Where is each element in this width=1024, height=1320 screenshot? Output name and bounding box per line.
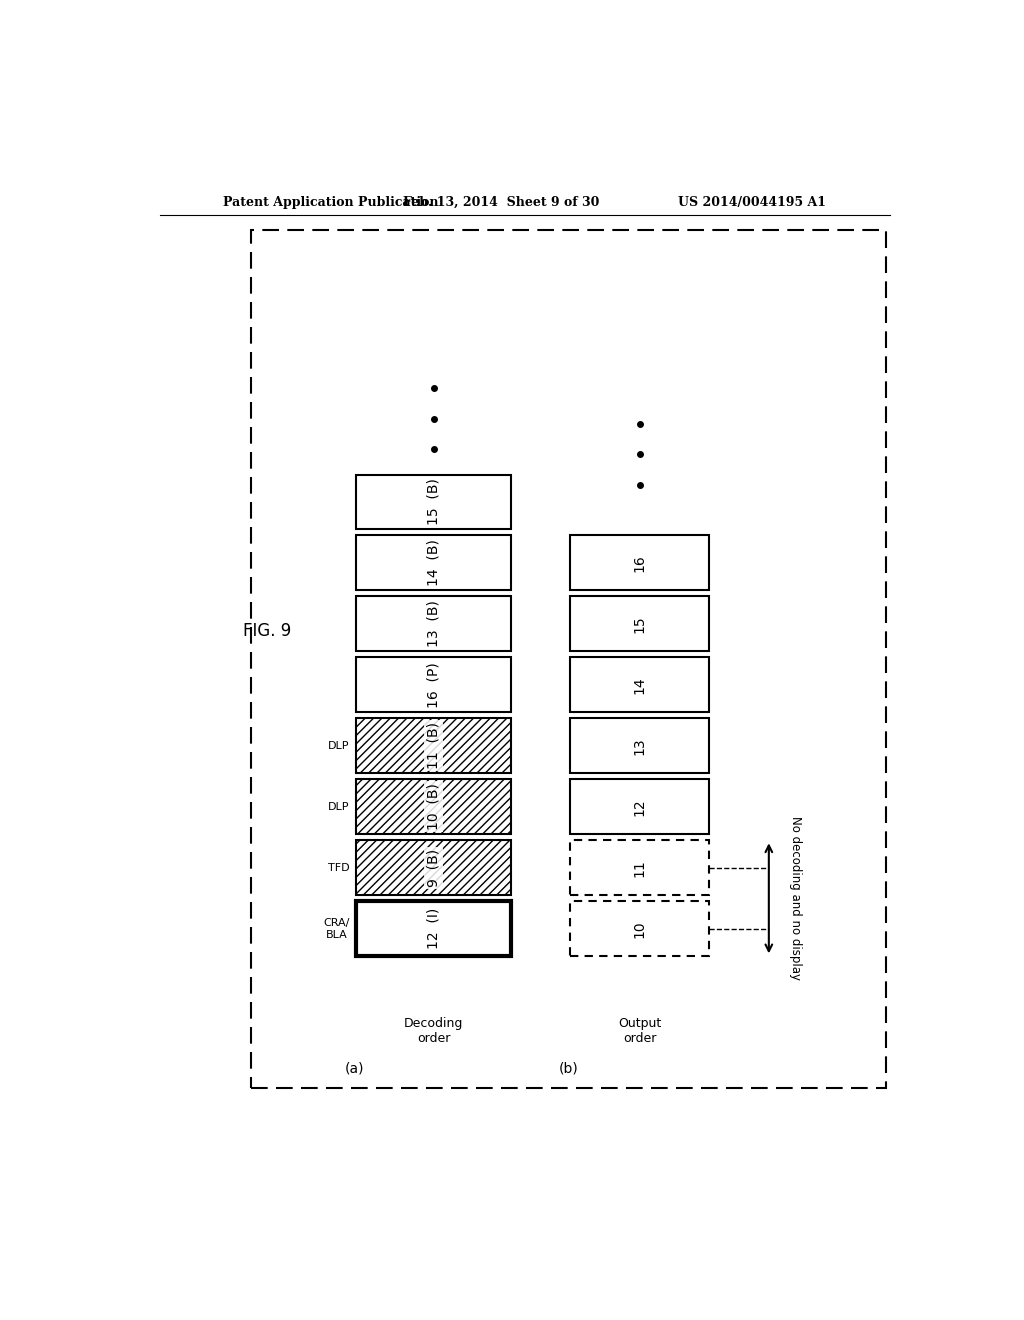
Text: 14: 14 [633, 676, 647, 694]
Text: No decoding and no display: No decoding and no display [788, 816, 802, 981]
Text: 13: 13 [633, 737, 647, 755]
Text: (b): (b) [558, 1061, 579, 1074]
Text: CRA/
BLA: CRA/ BLA [324, 917, 350, 940]
Bar [356, 779, 511, 834]
Bar [570, 657, 710, 713]
Text: 9  (B): 9 (B) [427, 849, 440, 887]
Text: 12: 12 [633, 799, 647, 816]
Bar [356, 474, 511, 529]
Text: DLP: DLP [329, 741, 350, 751]
Text: 14  (B): 14 (B) [427, 540, 440, 586]
Bar [570, 779, 710, 834]
Bar [356, 597, 511, 651]
Bar [251, 230, 886, 1089]
Bar [570, 718, 710, 774]
Bar [570, 841, 710, 895]
Text: 11: 11 [633, 859, 647, 876]
Text: DLP: DLP [329, 801, 350, 812]
Text: FIG. 9: FIG. 9 [243, 622, 291, 640]
Text: Decoding
order: Decoding order [403, 1018, 463, 1045]
Bar [570, 902, 710, 956]
Text: Patent Application Publication: Patent Application Publication [223, 195, 438, 209]
Text: 16  (P): 16 (P) [427, 663, 440, 708]
Bar [356, 536, 511, 590]
Bar [356, 902, 511, 956]
Text: 15: 15 [633, 615, 647, 632]
Text: US 2014/0044195 A1: US 2014/0044195 A1 [678, 195, 826, 209]
Text: Feb. 13, 2014  Sheet 9 of 30: Feb. 13, 2014 Sheet 9 of 30 [402, 195, 599, 209]
Bar [356, 841, 511, 895]
Bar [356, 718, 511, 774]
Text: TFD: TFD [328, 863, 350, 873]
Text: 16: 16 [633, 554, 647, 572]
Bar [570, 597, 710, 651]
Text: Output
order: Output order [618, 1018, 662, 1045]
Text: 10: 10 [633, 920, 647, 937]
Text: 15  (B): 15 (B) [427, 479, 440, 525]
Text: 11  (B): 11 (B) [427, 722, 440, 770]
Text: (a): (a) [344, 1061, 364, 1074]
Bar [570, 536, 710, 590]
Text: 13  (B): 13 (B) [427, 601, 440, 647]
Bar [356, 657, 511, 713]
Text: 10  (B): 10 (B) [427, 784, 440, 830]
Text: 12  (I): 12 (I) [427, 908, 440, 949]
